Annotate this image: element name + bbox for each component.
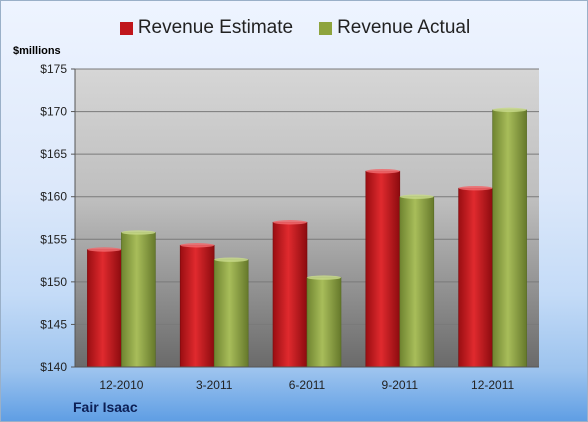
bar-top-highlight: [87, 247, 122, 252]
legend-swatch-estimate: [119, 21, 133, 35]
legend-item-actual: Revenue Actual: [319, 17, 470, 39]
bar-revenue-actual: [399, 196, 435, 368]
y-tick-label: $140: [40, 360, 67, 374]
bar-top-highlight: [458, 186, 493, 191]
y-tick-label: $170: [40, 105, 67, 119]
legend-label-actual: Revenue Actual: [337, 17, 471, 38]
legend-label-estimate: Revenue Estimate: [137, 17, 294, 38]
x-tick-label: 3-2011: [196, 378, 233, 392]
bar-top-highlight: [273, 220, 307, 225]
bar-top-highlight: [121, 230, 156, 235]
bar-top-highlight: [365, 168, 400, 174]
bar-revenue-actual: [121, 232, 156, 368]
x-tick-label: 6-2011: [289, 378, 326, 392]
bar-top-highlight: [180, 243, 215, 248]
bar-top-highlight: [214, 257, 249, 262]
y-tick-label: $155: [40, 232, 67, 246]
company-name: Fair Isaac: [73, 399, 138, 415]
y-tick-label: $150: [40, 275, 67, 289]
axes: $140 $145 $150 $155 $160 $165 $170 $175 12-2010 3…: [40, 62, 539, 392]
chart-legend: Revenue Estimate Revenue Actual: [1, 17, 587, 39]
bar-revenue-estimate: [458, 187, 493, 368]
bar-revenue-actual: [213, 259, 249, 368]
x-tick-label: 12-2010: [99, 378, 143, 392]
x-tick-label: 12-2011: [471, 378, 514, 392]
bar-revenue-estimate: [365, 170, 401, 368]
bar-revenue-estimate: [87, 249, 122, 368]
y-tick-label: $175: [40, 62, 67, 76]
bar-top-highlight: [399, 194, 434, 199]
bars: [87, 107, 527, 368]
legend-swatch-actual: [319, 21, 333, 35]
y-axis-units-label: $millions: [13, 45, 61, 57]
legend-item-estimate: Revenue Estimate: [119, 17, 294, 39]
bar-revenue-actual: [492, 109, 527, 368]
bar-revenue-estimate: [272, 221, 308, 368]
bar-top-highlight: [307, 275, 341, 280]
bar-revenue-estimate: [179, 244, 215, 368]
y-tick-label: $165: [40, 147, 67, 161]
x-tick-label: 9-2011: [382, 378, 419, 392]
bar-top-highlight: [492, 107, 527, 113]
y-tick-label: $145: [40, 317, 67, 331]
bar-revenue-actual: [306, 277, 342, 368]
y-tick-label: $160: [40, 190, 67, 204]
